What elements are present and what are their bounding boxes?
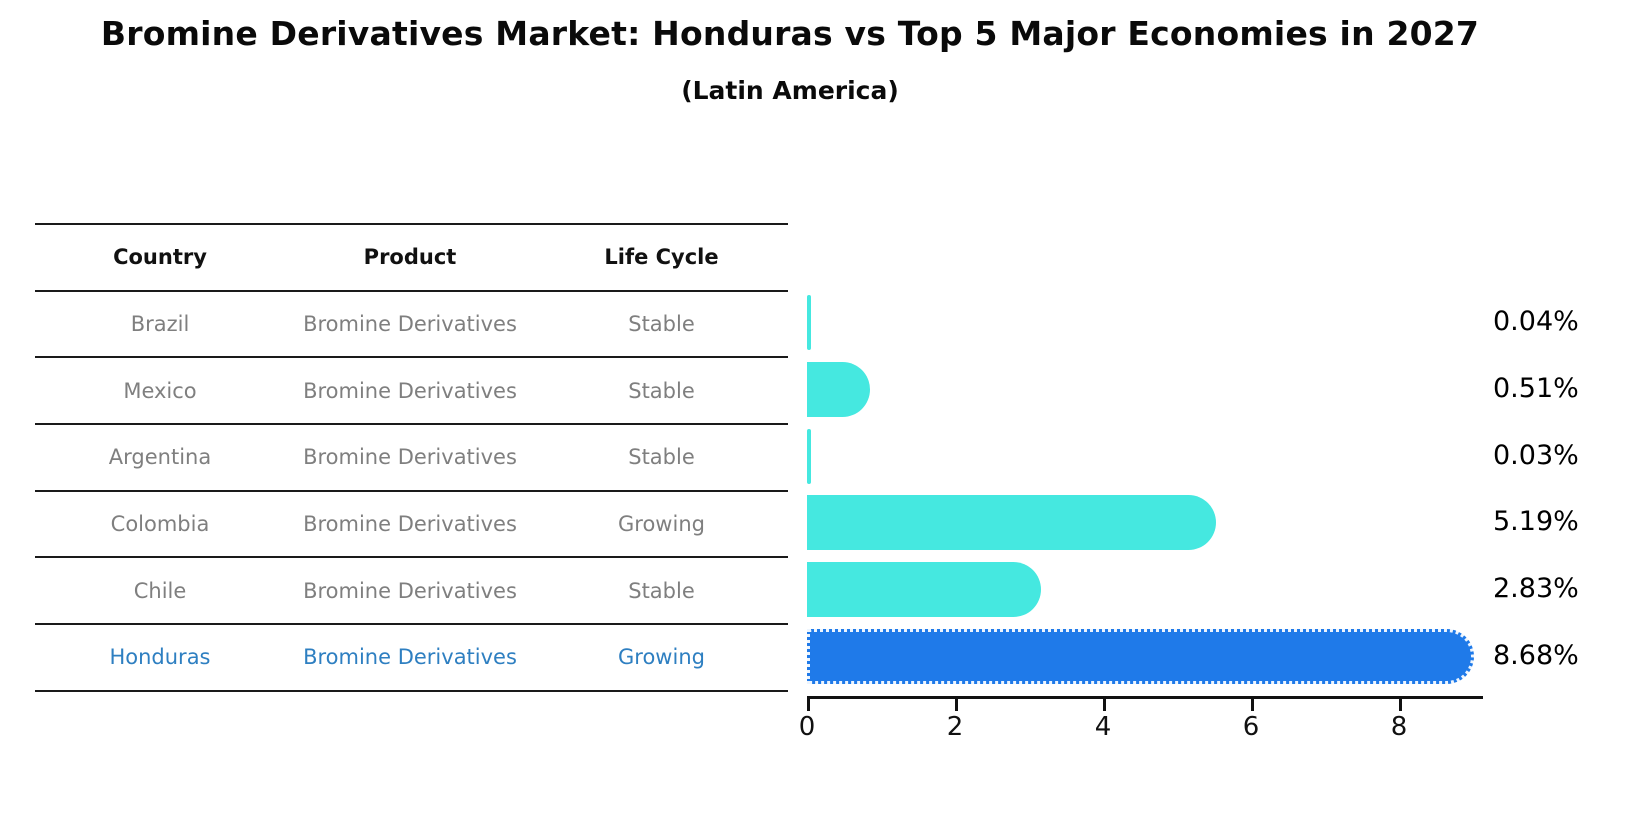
page-subtitle: (Latin America) xyxy=(681,76,899,105)
cell-product: Bromine Derivatives xyxy=(303,578,517,603)
value-label: 0.51% xyxy=(1493,373,1579,404)
cell-life-cycle: Growing xyxy=(618,512,705,537)
cell-product: Bromine Derivatives xyxy=(303,378,517,403)
bar-honduras xyxy=(807,629,1474,684)
x-axis-tick xyxy=(1399,699,1402,711)
cell-life-cycle: Stable xyxy=(628,445,695,470)
cell-product: Bromine Derivatives xyxy=(303,312,517,337)
x-axis-tick xyxy=(955,699,958,711)
x-axis-tick-label: 2 xyxy=(946,712,964,742)
table-row-argentina: Argentina Bromine Derivatives Stable xyxy=(35,423,788,490)
bar-mexico xyxy=(807,362,870,417)
x-axis-tick xyxy=(1103,699,1106,711)
header-cell-life-cycle: Life Cycle xyxy=(604,245,719,270)
value-label: 2.83% xyxy=(1493,573,1579,604)
bar-argentina xyxy=(807,429,811,484)
x-axis-tick xyxy=(1251,699,1254,711)
page-title: Bromine Derivatives Market: Honduras vs … xyxy=(100,14,1480,53)
x-axis-tick-label: 6 xyxy=(1242,712,1260,742)
cell-product: Bromine Derivatives xyxy=(303,512,517,537)
table-row-colombia: Colombia Bromine Derivatives Growing xyxy=(35,489,788,557)
table-row-honduras: Honduras Bromine Derivatives Growing xyxy=(35,623,788,692)
table-row-chile: Chile Bromine Derivatives Stable xyxy=(35,556,788,623)
cell-life-cycle: Stable xyxy=(628,578,695,603)
cell-life-cycle: Stable xyxy=(628,378,695,403)
cell-product: Bromine Derivatives xyxy=(303,645,517,670)
cell-country: Colombia xyxy=(110,512,210,537)
cell-country: Mexico xyxy=(123,378,197,403)
table-row-mexico: Mexico Bromine Derivatives Stable xyxy=(35,356,788,423)
bar-brazil xyxy=(807,295,811,350)
table-header-row: Country Product Life Cycle xyxy=(35,223,788,290)
data-table: Country Product Life Cycle Brazil Bromin… xyxy=(35,223,788,692)
x-axis-tick-label: 4 xyxy=(1094,712,1112,742)
cell-life-cycle: Stable xyxy=(628,312,695,337)
value-label: 0.04% xyxy=(1493,306,1579,337)
cell-life-cycle: Growing xyxy=(618,645,705,670)
bar-chile xyxy=(807,562,1041,617)
value-label: 5.19% xyxy=(1493,506,1579,537)
value-label: 0.03% xyxy=(1493,440,1579,471)
cell-country: Chile xyxy=(133,578,187,603)
header-cell-product: Product xyxy=(363,245,457,270)
cell-product: Bromine Derivatives xyxy=(303,445,517,470)
cell-country: Brazil xyxy=(130,312,190,337)
bar-colombia xyxy=(807,495,1216,550)
x-axis-tick-label: 0 xyxy=(798,712,816,742)
header-cell-country: Country xyxy=(113,245,207,270)
cell-country: Honduras xyxy=(109,645,211,670)
x-axis-tick xyxy=(807,699,810,711)
table-row-brazil: Brazil Bromine Derivatives Stable xyxy=(35,289,788,357)
x-axis-tick-label: 8 xyxy=(1390,712,1408,742)
value-label: 8.68% xyxy=(1493,640,1579,671)
x-axis-line xyxy=(807,696,1483,699)
cell-country: Argentina xyxy=(108,445,212,470)
bar-chart: 0.04% 0.51% 0.03% 5.19% 2.83% 8.68% 0 2 … xyxy=(799,0,1645,823)
